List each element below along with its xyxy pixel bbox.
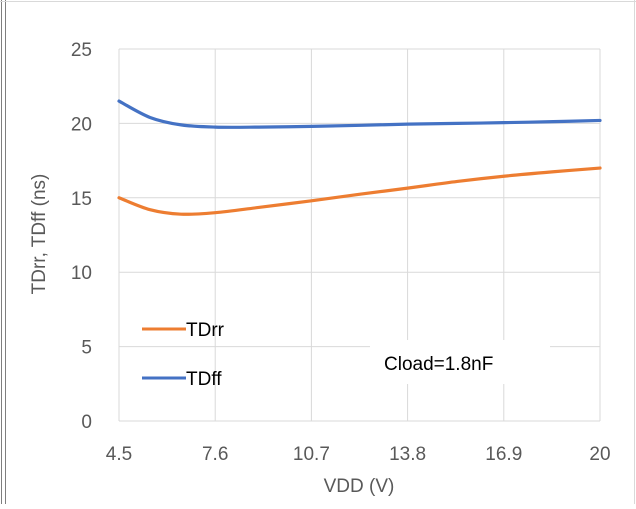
y-tick-label: 10	[71, 263, 92, 284]
annotation-text: Cload=1.8nF	[384, 354, 493, 375]
annotation-box	[370, 340, 550, 384]
y-tick-label: 0	[81, 412, 92, 433]
y-tick-label: 15	[71, 189, 92, 210]
y-tick-label: 5	[81, 338, 92, 359]
x-tick-label: 10.7	[293, 444, 330, 465]
x-tick-label: 20	[589, 444, 610, 465]
x-tick-label: 16.9	[485, 444, 522, 465]
series-line-tdff	[117, 99, 602, 129]
y-tick-label: 25	[71, 40, 92, 61]
x-tick-label: 4.5	[106, 444, 132, 465]
legend-label-tdff: TDff	[186, 369, 222, 390]
x-axis-label: VDD (V)	[324, 476, 395, 497]
tick-labels: 0 5 10 15 20 25 4.5 7.6 10.7 13.8 16.9 20	[71, 40, 611, 465]
x-tick-label: 7.6	[202, 444, 228, 465]
y-tick-label: 20	[71, 114, 92, 135]
series-line-tdrr	[117, 166, 602, 216]
legend-label-tdrr: TDrr	[186, 320, 225, 341]
x-tick-label: 13.8	[389, 444, 426, 465]
legend: TDrr TDff	[142, 320, 225, 390]
y-axis-label: TDrr, TDff (ns)	[29, 174, 50, 295]
series-layer	[117, 99, 602, 216]
